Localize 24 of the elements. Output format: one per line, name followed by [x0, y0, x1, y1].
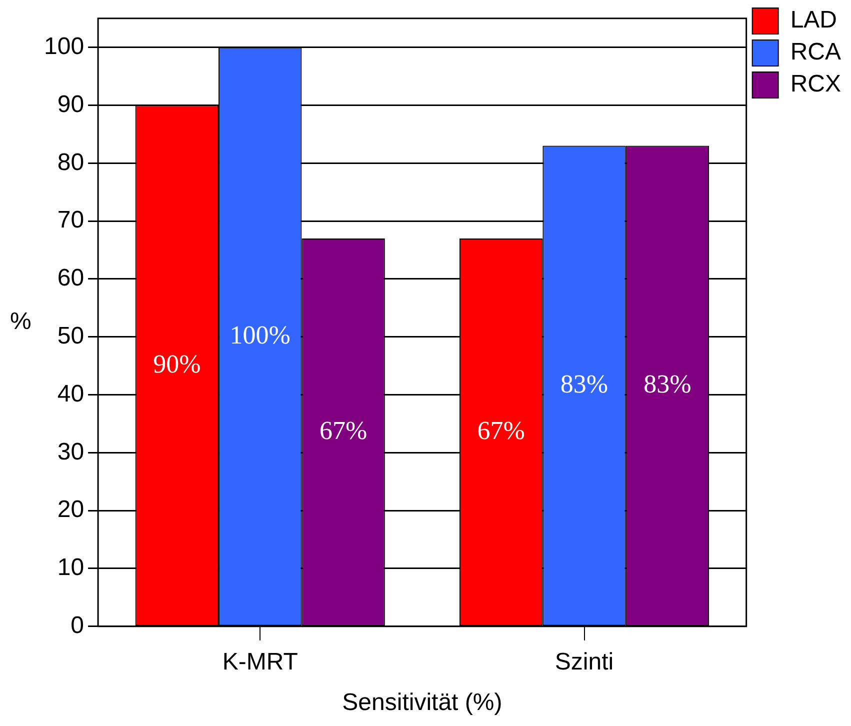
y-tick-label: 20: [57, 496, 84, 524]
x-axis-title: Sensitivität (%): [342, 689, 502, 716]
x-tick-label: K-MRT: [222, 648, 298, 676]
y-tick-label: 50: [57, 322, 84, 350]
data-label: 83%: [644, 370, 692, 399]
y-tick-label: 70: [57, 206, 84, 234]
data-label: 67%: [477, 416, 525, 445]
data-label: 90%: [153, 349, 201, 378]
x-tick-label: Szinti: [554, 648, 614, 676]
data-label: 83%: [560, 370, 608, 399]
y-tick-label: 30: [57, 438, 84, 466]
legend-label: RCA: [790, 38, 841, 66]
y-axis-title: %: [10, 308, 32, 336]
y-tick-label: 100: [44, 32, 84, 60]
y-tick-label: 60: [57, 264, 84, 292]
y-tick-label: 10: [57, 554, 84, 582]
legend-label: RCX: [790, 70, 841, 98]
y-tick-label: 80: [57, 148, 84, 176]
y-tick-label: 0: [70, 612, 84, 640]
data-label: 100%: [230, 320, 290, 350]
y-tick-label: 90: [57, 90, 84, 118]
data-label: 67%: [319, 416, 368, 445]
y-tick-label: 40: [57, 380, 84, 408]
legend-label: LAD: [790, 6, 838, 34]
